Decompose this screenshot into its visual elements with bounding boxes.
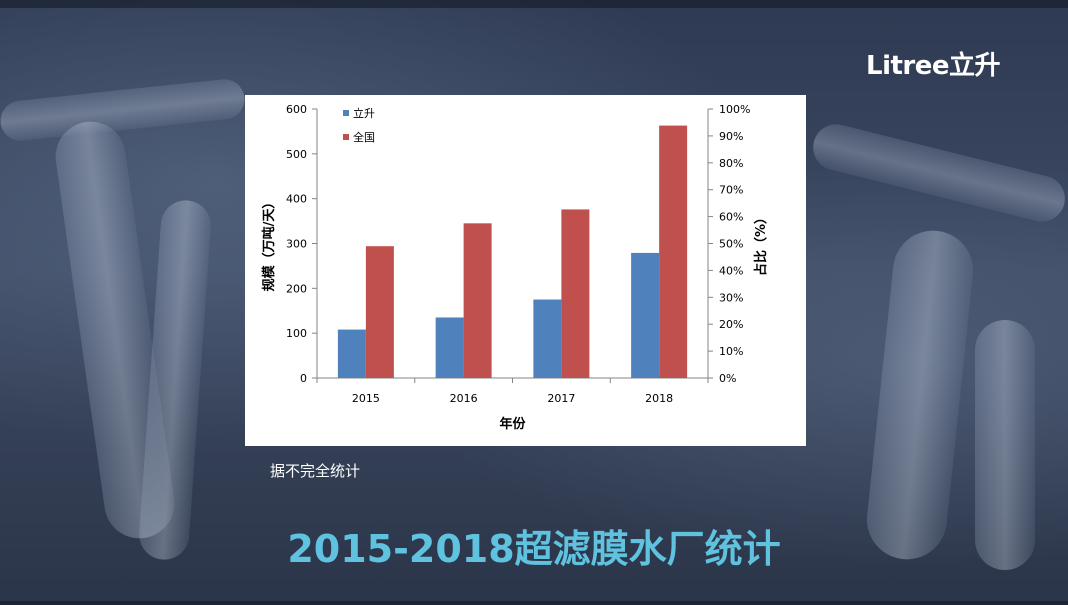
- y-tick-label: 300: [286, 238, 307, 251]
- y-tick-label: 400: [286, 193, 307, 206]
- chart-labels: 0 100 200 300 400 500 600 0% 10% 20% 30% 40% 50% 60% 7…: [261, 103, 769, 432]
- y-tick-label: 0: [300, 372, 307, 385]
- y2-tick-label: 50%: [719, 238, 743, 251]
- y-tick-label: 100: [286, 327, 307, 340]
- x-axis-title: 年份: [499, 416, 526, 432]
- y2-tick-label: 30%: [719, 291, 743, 304]
- top-strip: [0, 0, 1068, 8]
- bottom-strip: [0, 601, 1068, 605]
- y2-tick-label: 90%: [719, 130, 743, 143]
- y2-tick-label: 100%: [719, 103, 750, 116]
- chart-panel: 0 100 200 300 400 500 600 0% 10% 20% 30% 40% 50% 60% 7…: [245, 95, 806, 446]
- litree-logo: Litree立升: [866, 51, 1001, 81]
- x-tick-label: 2016: [450, 392, 478, 405]
- bar-national: [463, 223, 492, 378]
- y2-tick-label: 80%: [719, 157, 743, 170]
- y2-tick-label: 20%: [719, 318, 743, 331]
- y2-tick-label: 60%: [719, 211, 743, 224]
- y2-tick-label: 10%: [719, 345, 743, 358]
- bar-litree: [337, 329, 366, 378]
- x-tick-label: 2018: [645, 392, 673, 405]
- bar-national: [365, 246, 394, 378]
- y2-tick-label: 70%: [719, 184, 743, 197]
- chart-bars: [337, 125, 688, 378]
- bar-national: [659, 125, 688, 378]
- y2-tick-label: 0%: [719, 372, 736, 385]
- y2-tick-label: 40%: [719, 264, 743, 277]
- y-axis-title: 规模（万吨/天）: [261, 196, 277, 292]
- y-tick-label: 500: [286, 148, 307, 161]
- legend-label: 全国: [353, 130, 375, 144]
- bar-litree: [631, 252, 660, 378]
- x-tick-label: 2017: [547, 392, 575, 405]
- y2-axis-title: 占比（%）: [753, 211, 769, 276]
- y-tick-label: 600: [286, 103, 307, 116]
- page-title: 2015-2018超滤膜水厂统计: [287, 527, 781, 571]
- x-tick-label: 2015: [352, 392, 380, 405]
- decorative-pipe: [975, 320, 1035, 570]
- footnote: 据不完全统计: [270, 462, 361, 480]
- bar-chart: 0 100 200 300 400 500 600 0% 10% 20% 30% 40% 50% 60% 7…: [261, 103, 769, 432]
- legend-swatch: [343, 134, 349, 140]
- legend-swatch: [343, 110, 349, 116]
- legend-label: 立升: [353, 106, 375, 120]
- bar-national: [561, 209, 590, 378]
- bar-litree: [435, 317, 464, 378]
- bar-litree: [533, 299, 562, 378]
- y-tick-label: 200: [286, 282, 307, 295]
